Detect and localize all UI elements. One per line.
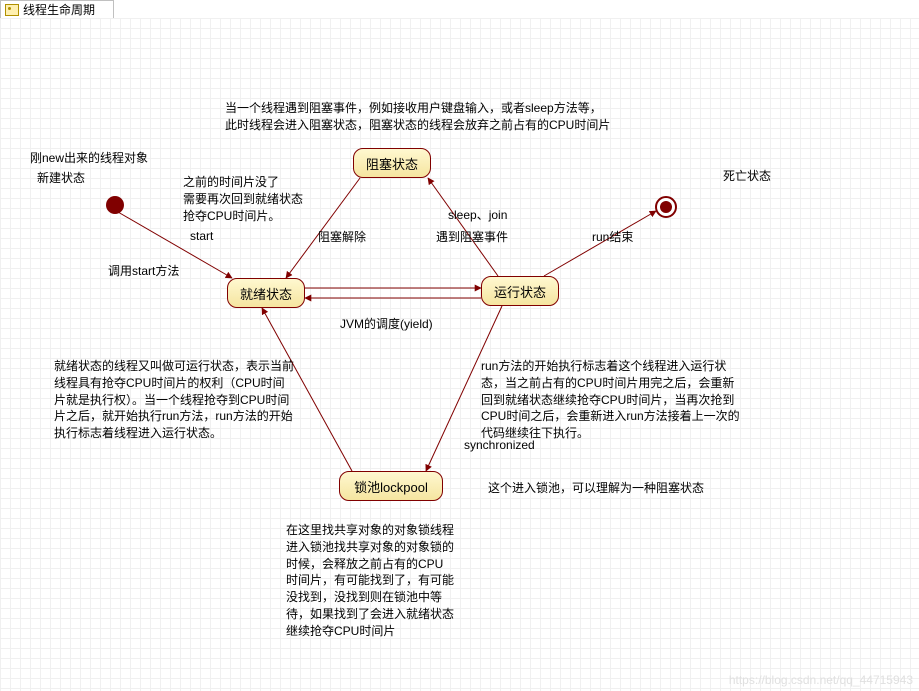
- edge-ann-start: 调用start方法: [108, 263, 179, 280]
- ann-running-right: run方法的开始执行标志着这个线程进入运行状态，当之前占有的CPU时间片用完之后…: [481, 358, 741, 442]
- new-label: 新建状态: [37, 170, 85, 187]
- node-ready[interactable]: 就绪状态: [227, 278, 305, 308]
- ann-blocked-top: 当一个线程遇到阻塞事件，例如接收用户键盘输入，或者sleep方法等， 此时线程会…: [225, 100, 655, 134]
- node-lockpool-label: 锁池lockpool: [354, 477, 428, 496]
- start-dot: [106, 196, 124, 214]
- dead-label: 死亡状态: [723, 168, 771, 185]
- ann-ready-mid: 之前的时间片没了 需要再次回到就绪状态 抢夺CPU时间片。: [183, 174, 333, 224]
- ann-lockpool-bottom: 在这里找共享对象的对象锁线程进入锁池找共享对象的对象锁的时候，会释放之前占有的C…: [286, 522, 454, 640]
- node-running-label: 运行状态: [494, 282, 546, 301]
- node-running[interactable]: 运行状态: [481, 276, 559, 306]
- edge-label-block: 遇到阻塞事件: [436, 229, 508, 246]
- diagram-tab[interactable]: 线程生命周期: [0, 0, 114, 18]
- node-lockpool[interactable]: 锁池lockpool: [339, 471, 443, 501]
- node-blocked[interactable]: 阻塞状态: [353, 148, 431, 178]
- ann-lockpool-right: 这个进入锁池，可以理解为一种阻塞状态: [488, 480, 738, 497]
- edge-label-yield: JVM的调度(yield): [340, 316, 433, 333]
- new-caption: 刚new出来的线程对象: [30, 150, 148, 167]
- edge-label-start: start: [190, 228, 213, 245]
- node-blocked-label: 阻塞状态: [366, 154, 418, 173]
- edge-label-runend: run结束: [592, 229, 633, 246]
- ann-ready-left: 就绪状态的线程又叫做可运行状态，表示当前线程具有抢夺CPU时间片的权利（CPU时…: [54, 358, 294, 442]
- diagram-icon: [5, 4, 19, 16]
- tab-title: 线程生命周期: [23, 1, 95, 18]
- watermark: https://blog.csdn.net/qq_44715943: [729, 673, 913, 687]
- end-dot: [655, 196, 677, 218]
- edge-sub-sleep: sleep、join: [448, 207, 507, 224]
- edge-label-unblock: 阻塞解除: [318, 229, 366, 246]
- node-ready-label: 就绪状态: [240, 284, 292, 303]
